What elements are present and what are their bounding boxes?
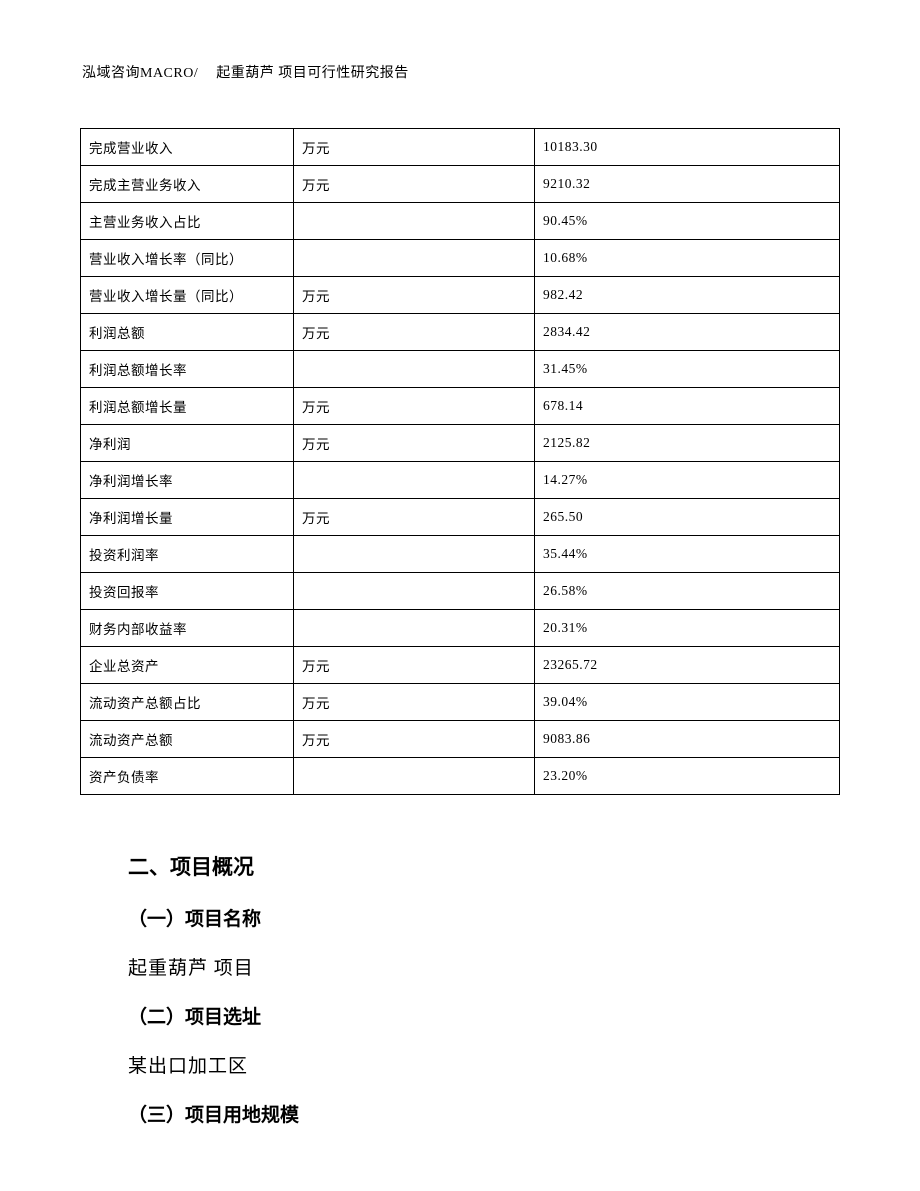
table-cell: 流动资产总额占比	[81, 684, 294, 721]
table-cell: 利润总额增长量	[81, 388, 294, 425]
table-row: 投资回报率 26.58%	[81, 573, 840, 610]
table-cell: 2125.82	[535, 425, 840, 462]
table-cell: 完成营业收入	[81, 129, 294, 166]
table-row: 营业收入增长量（同比）万元982.42	[81, 277, 840, 314]
table-row: 主营业务收入占比 90.45%	[81, 203, 840, 240]
section-2-1-title: （一）项目名称	[128, 895, 840, 944]
table-cell: 主营业务收入占比	[81, 203, 294, 240]
financial-table: 完成营业收入万元10183.30完成主营业务收入万元9210.32主营业务收入占…	[80, 128, 840, 795]
table-cell: 31.45%	[535, 351, 840, 388]
table-cell: 23265.72	[535, 647, 840, 684]
table-cell: 678.14	[535, 388, 840, 425]
table-cell: 14.27%	[535, 462, 840, 499]
table-cell	[294, 758, 535, 795]
table-cell	[294, 536, 535, 573]
table-cell: 财务内部收益率	[81, 610, 294, 647]
table-cell: 流动资产总额	[81, 721, 294, 758]
table-cell: 982.42	[535, 277, 840, 314]
table-cell	[294, 573, 535, 610]
financial-table-body: 完成营业收入万元10183.30完成主营业务收入万元9210.32主营业务收入占…	[81, 129, 840, 795]
table-cell: 9083.86	[535, 721, 840, 758]
table-cell: 10.68%	[535, 240, 840, 277]
table-row: 完成主营业务收入万元9210.32	[81, 166, 840, 203]
table-row: 资产负债率 23.20%	[81, 758, 840, 795]
table-cell: 26.58%	[535, 573, 840, 610]
table-row: 利润总额增长率 31.45%	[81, 351, 840, 388]
table-cell: 90.45%	[535, 203, 840, 240]
header-left: 泓域咨询MACRO/	[82, 66, 198, 81]
table-cell: 万元	[294, 314, 535, 351]
table-cell: 万元	[294, 721, 535, 758]
table-cell: 万元	[294, 684, 535, 721]
section-2-3-title: （三）项目用地规模	[128, 1091, 840, 1140]
table-cell: 投资利润率	[81, 536, 294, 573]
table-row: 财务内部收益率 20.31%	[81, 610, 840, 647]
table-row: 净利润万元2125.82	[81, 425, 840, 462]
table-cell	[294, 610, 535, 647]
table-cell: 净利润	[81, 425, 294, 462]
table-cell: 39.04%	[535, 684, 840, 721]
table-cell: 2834.42	[535, 314, 840, 351]
table-row: 净利润增长率 14.27%	[81, 462, 840, 499]
table-cell: 完成主营业务收入	[81, 166, 294, 203]
section-2-2-body: 某出口加工区	[128, 1042, 840, 1091]
table-cell: 万元	[294, 277, 535, 314]
table-cell: 投资回报率	[81, 573, 294, 610]
section-2-2-title: （二）项目选址	[128, 993, 840, 1042]
table-cell: 净利润增长率	[81, 462, 294, 499]
table-cell	[294, 203, 535, 240]
document-page: 泓域咨询MACRO/起重葫芦 项目可行性研究报告 完成营业收入万元10183.3…	[0, 0, 920, 1191]
table-cell: 265.50	[535, 499, 840, 536]
table-cell: 资产负债率	[81, 758, 294, 795]
table-row: 营业收入增长率（同比） 10.68%	[81, 240, 840, 277]
table-row: 流动资产总额占比万元39.04%	[81, 684, 840, 721]
table-row: 流动资产总额万元9083.86	[81, 721, 840, 758]
table-row: 完成营业收入万元10183.30	[81, 129, 840, 166]
table-cell: 营业收入增长率（同比）	[81, 240, 294, 277]
body-text: 二、项目概况 （一）项目名称 起重葫芦 项目 （二）项目选址 某出口加工区 （三…	[128, 841, 840, 1140]
table-cell: 营业收入增长量（同比）	[81, 277, 294, 314]
page-header: 泓域咨询MACRO/起重葫芦 项目可行性研究报告	[82, 62, 840, 82]
table-cell: 23.20%	[535, 758, 840, 795]
table-row: 净利润增长量万元265.50	[81, 499, 840, 536]
table-cell: 10183.30	[535, 129, 840, 166]
table-cell: 9210.32	[535, 166, 840, 203]
section-2-1-body: 起重葫芦 项目	[128, 944, 840, 993]
table-cell: 万元	[294, 647, 535, 684]
table-cell: 万元	[294, 425, 535, 462]
header-right: 起重葫芦 项目可行性研究报告	[216, 66, 409, 81]
table-cell: 利润总额增长率	[81, 351, 294, 388]
table-cell: 净利润增长量	[81, 499, 294, 536]
table-cell: 万元	[294, 129, 535, 166]
table-row: 利润总额增长量万元678.14	[81, 388, 840, 425]
table-row: 投资利润率 35.44%	[81, 536, 840, 573]
table-row: 利润总额万元2834.42	[81, 314, 840, 351]
table-cell	[294, 462, 535, 499]
table-cell: 35.44%	[535, 536, 840, 573]
table-row: 企业总资产万元23265.72	[81, 647, 840, 684]
table-cell: 20.31%	[535, 610, 840, 647]
section-2-title: 二、项目概况	[128, 841, 840, 895]
table-cell: 企业总资产	[81, 647, 294, 684]
table-cell	[294, 351, 535, 388]
table-cell	[294, 240, 535, 277]
table-cell: 万元	[294, 388, 535, 425]
table-cell: 万元	[294, 166, 535, 203]
table-cell: 万元	[294, 499, 535, 536]
table-cell: 利润总额	[81, 314, 294, 351]
